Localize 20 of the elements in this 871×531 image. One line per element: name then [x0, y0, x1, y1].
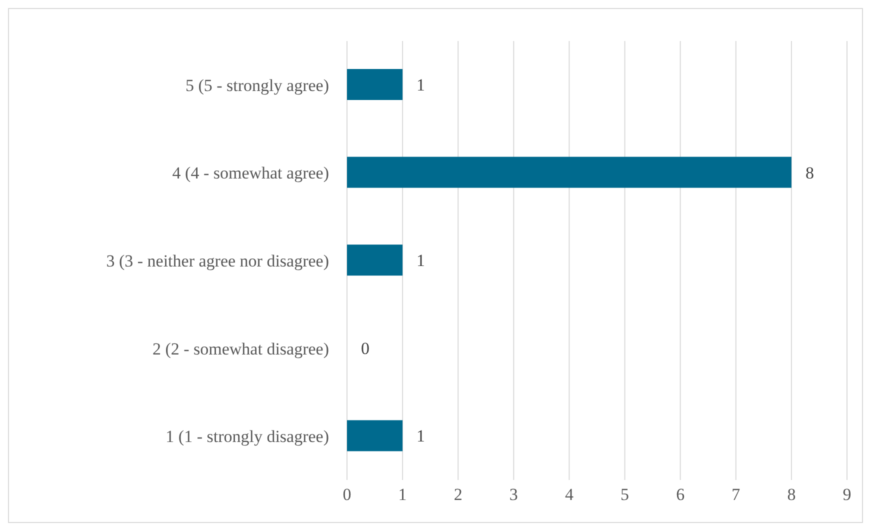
data-label: 0 [361, 338, 370, 358]
y-tick-label: 5 (5 - strongly agree) [185, 76, 329, 95]
x-tick-label: 4 [564, 485, 574, 504]
x-tick-label: 9 [842, 485, 852, 504]
y-tick-label: 1 (1 - strongly disagree) [166, 427, 329, 446]
x-tick-label: 8 [787, 485, 796, 504]
x-tick-label: 6 [676, 485, 685, 504]
x-tick-label: 1 [398, 485, 407, 504]
y-tick-label: 4 (4 - somewhat agree) [172, 164, 329, 183]
data-label: 1 [416, 75, 426, 94]
x-tick-label: 3 [509, 485, 518, 504]
data-label: 1 [416, 251, 426, 270]
data-label: 1 [416, 426, 426, 446]
y-tick-label: 3 (3 - neither agree nor disagree) [106, 252, 329, 271]
x-tick-label: 0 [342, 485, 352, 504]
x-tick-label: 2 [454, 485, 462, 504]
data-label: 8 [805, 163, 814, 182]
x-tick-label: 7 [732, 485, 741, 504]
x-tick-label: 5 [620, 485, 630, 504]
y-tick-label: 2 (2 - somewhat disagree) [152, 339, 329, 358]
